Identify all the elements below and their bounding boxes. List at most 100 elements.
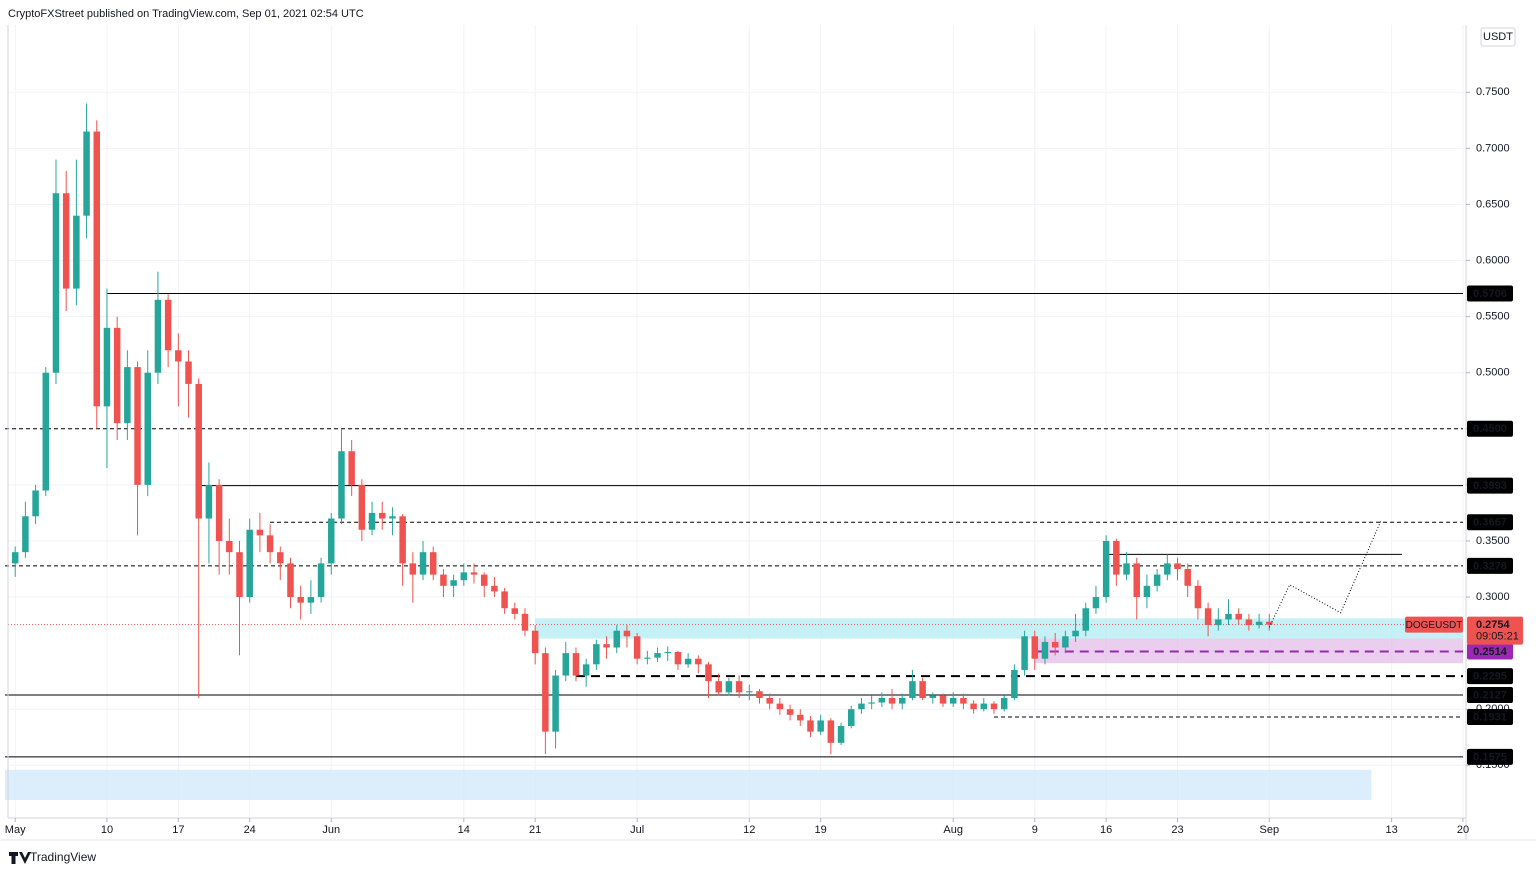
candle-body xyxy=(735,681,743,693)
candle-body xyxy=(664,651,671,654)
candle-body xyxy=(960,697,967,704)
level-label: 0.2514 xyxy=(1473,646,1508,658)
candle-body xyxy=(521,613,529,631)
candle-body xyxy=(42,372,50,491)
candle-body xyxy=(817,720,824,732)
candle-body xyxy=(705,664,712,682)
x-tick-label: 20 xyxy=(1457,824,1469,836)
candle-body xyxy=(1164,563,1171,575)
candle-body xyxy=(827,720,835,743)
candle-body xyxy=(623,630,631,637)
candle-body xyxy=(1133,563,1140,598)
candle-body xyxy=(1021,636,1028,670)
candle-body xyxy=(73,215,80,289)
y-tick-label: 0.3000 xyxy=(1476,591,1510,603)
candle-body xyxy=(633,636,641,659)
candle-body xyxy=(195,383,202,519)
candle-body xyxy=(378,512,386,519)
candle-body xyxy=(939,695,947,704)
candle-body xyxy=(103,327,111,407)
last-price-box xyxy=(1467,616,1523,645)
candle-body xyxy=(980,703,988,710)
candle-body xyxy=(593,644,600,665)
candle-body xyxy=(22,516,29,553)
level-label-box xyxy=(1467,748,1513,765)
candle-body xyxy=(786,709,794,715)
currency[interactable]: USDT xyxy=(1483,31,1513,43)
x-tick-label: 17 xyxy=(172,824,184,836)
candle-body xyxy=(909,681,916,698)
level-label: 0.3993 xyxy=(1473,480,1507,492)
candle-body xyxy=(185,361,192,384)
x-tick-label: 19 xyxy=(815,824,827,836)
candle-body xyxy=(1204,608,1212,626)
candle-body xyxy=(858,703,865,710)
candle-body xyxy=(134,367,141,485)
candle-body xyxy=(1194,585,1202,609)
candle-body xyxy=(511,608,519,614)
candle-body xyxy=(52,193,60,373)
candle-body xyxy=(572,653,580,676)
candle-body xyxy=(440,574,447,586)
candle-body xyxy=(746,691,753,693)
candle-body xyxy=(501,591,508,609)
overlay xyxy=(1268,519,1382,628)
candle-body xyxy=(389,516,396,519)
candle-body xyxy=(307,597,315,603)
candle-body xyxy=(1123,563,1130,575)
candle-body xyxy=(797,714,804,721)
candle-body xyxy=(1113,540,1120,575)
candle-body xyxy=(1031,636,1039,659)
candle-body xyxy=(919,681,926,698)
tradingview-logo xyxy=(9,852,31,864)
candle-body xyxy=(1000,697,1008,710)
candle-body xyxy=(470,572,478,575)
candle-body xyxy=(807,720,814,732)
symbol-box xyxy=(1405,616,1463,633)
x-tick-label: 23 xyxy=(1171,824,1183,836)
projection-path xyxy=(1268,519,1382,628)
candle-body xyxy=(888,697,896,704)
level-label: 0.3667 xyxy=(1473,517,1507,529)
level-label-box xyxy=(1467,686,1513,703)
y-tick-label: 0.5500 xyxy=(1476,311,1510,323)
candles xyxy=(11,103,1273,755)
x-tick-label: May xyxy=(5,824,26,836)
x-tick-label: 21 xyxy=(529,824,541,836)
candle-body xyxy=(348,451,355,485)
candle-body xyxy=(266,535,274,553)
candle-body xyxy=(317,563,325,598)
countdown: 09:05:21 xyxy=(1476,631,1519,643)
candle-body xyxy=(328,518,335,564)
level-label-box xyxy=(1467,668,1513,685)
x-tick-label: Aug xyxy=(943,824,963,836)
last-price: 0.2754 xyxy=(1476,619,1511,631)
candle-body xyxy=(83,131,90,216)
candle-body xyxy=(1082,608,1090,631)
candle-body xyxy=(582,664,590,676)
candle-body xyxy=(297,597,304,603)
candle-body xyxy=(11,552,19,564)
level-labels: 0.5706 0.4500 0.3993 0.3667 0.3278 0.2514 0.22… xyxy=(1405,285,1523,765)
candle-body xyxy=(175,350,182,362)
brand: TradingView xyxy=(30,850,96,864)
level-label-box xyxy=(1467,557,1513,574)
currency-box[interactable] xyxy=(1480,27,1516,47)
candle-body xyxy=(287,563,294,598)
candle-body xyxy=(756,691,763,698)
level-label: 0.5706 xyxy=(1473,288,1507,300)
candle-body xyxy=(368,512,376,530)
candle-body xyxy=(552,675,559,732)
y-tick-label: 0.3500 xyxy=(1476,535,1510,547)
candle-body xyxy=(277,552,284,564)
candle-body xyxy=(949,697,957,704)
candle-body xyxy=(562,653,570,676)
candle-body xyxy=(1041,641,1049,659)
candle-body xyxy=(154,299,162,373)
x-tick-label: 10 xyxy=(101,824,113,836)
candle-body xyxy=(1174,563,1181,569)
level-label-box xyxy=(1467,643,1513,660)
candle-body xyxy=(1092,597,1100,609)
symbol-label: DOGEUSDT xyxy=(1406,620,1463,631)
candle-body xyxy=(256,529,264,536)
